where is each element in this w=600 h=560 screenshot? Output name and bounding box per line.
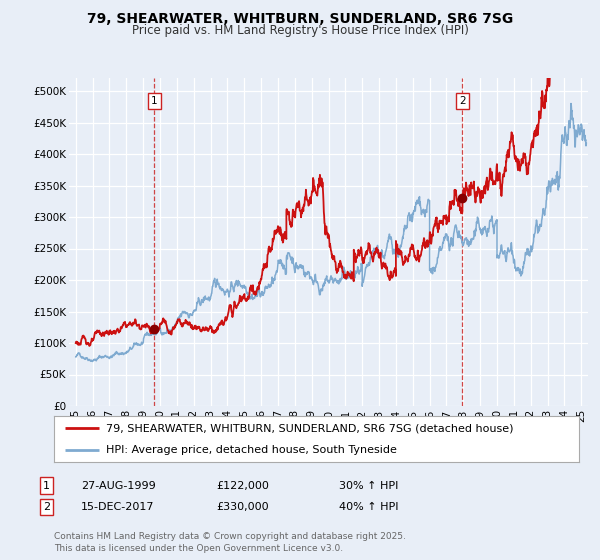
- Text: 1: 1: [151, 96, 157, 106]
- Text: HPI: Average price, detached house, South Tyneside: HPI: Average price, detached house, Sout…: [107, 445, 397, 455]
- Text: 40% ↑ HPI: 40% ↑ HPI: [339, 502, 398, 512]
- Text: 27-AUG-1999: 27-AUG-1999: [81, 480, 156, 491]
- Text: 1: 1: [43, 480, 50, 491]
- Text: £330,000: £330,000: [216, 502, 269, 512]
- Text: 2: 2: [43, 502, 50, 512]
- Text: 15-DEC-2017: 15-DEC-2017: [81, 502, 155, 512]
- Text: 79, SHEARWATER, WHITBURN, SUNDERLAND, SR6 7SG: 79, SHEARWATER, WHITBURN, SUNDERLAND, SR…: [87, 12, 513, 26]
- Text: £122,000: £122,000: [216, 480, 269, 491]
- Text: 2: 2: [459, 96, 466, 106]
- Text: 79, SHEARWATER, WHITBURN, SUNDERLAND, SR6 7SG (detached house): 79, SHEARWATER, WHITBURN, SUNDERLAND, SR…: [107, 423, 514, 433]
- Text: Contains HM Land Registry data © Crown copyright and database right 2025.
This d: Contains HM Land Registry data © Crown c…: [54, 533, 406, 553]
- Text: 30% ↑ HPI: 30% ↑ HPI: [339, 480, 398, 491]
- Text: Price paid vs. HM Land Registry's House Price Index (HPI): Price paid vs. HM Land Registry's House …: [131, 24, 469, 36]
